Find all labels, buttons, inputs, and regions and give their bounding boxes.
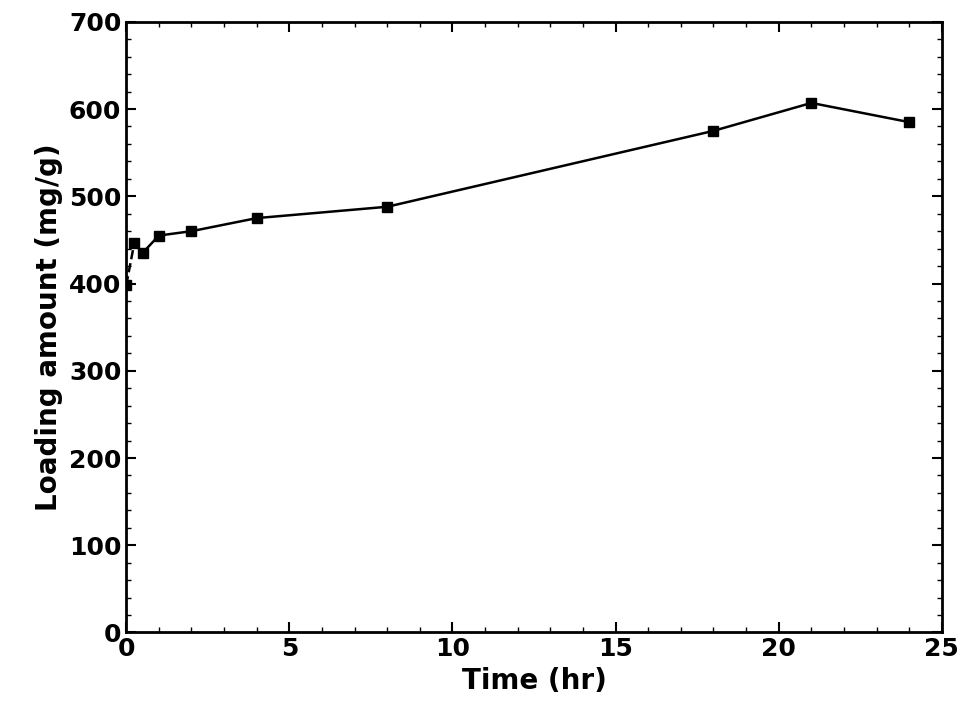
X-axis label: Time (hr): Time (hr)	[461, 667, 607, 695]
Y-axis label: Loading amount (mg/g): Loading amount (mg/g)	[35, 143, 63, 511]
